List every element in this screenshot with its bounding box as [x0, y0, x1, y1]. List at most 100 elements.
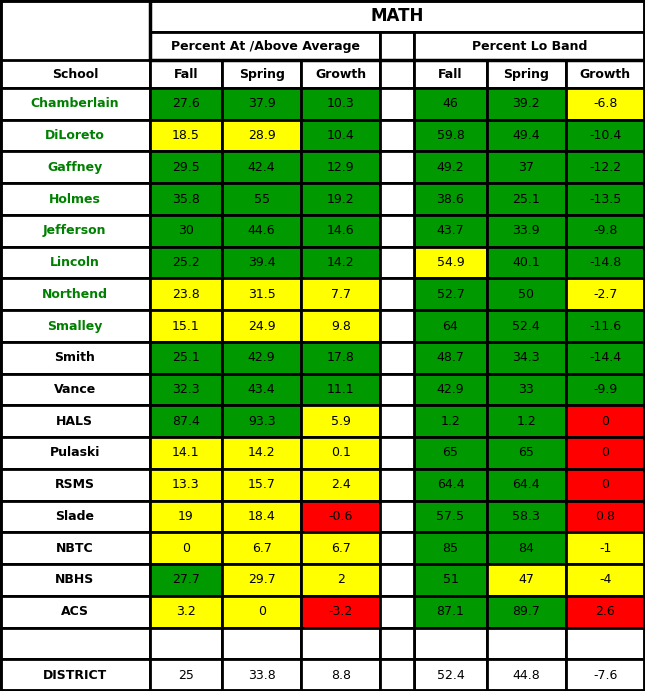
- Text: 51: 51: [442, 574, 459, 587]
- Text: 57.5: 57.5: [437, 510, 464, 523]
- Bar: [150, 32, 381, 60]
- Bar: [414, 215, 486, 247]
- Bar: [0, 310, 150, 342]
- Bar: [381, 564, 414, 596]
- Bar: [0, 596, 150, 627]
- Text: RSMS: RSMS: [55, 478, 95, 491]
- Bar: [414, 278, 486, 310]
- Text: 6.7: 6.7: [252, 542, 272, 555]
- Bar: [486, 627, 566, 659]
- Bar: [566, 596, 645, 627]
- Bar: [486, 564, 566, 596]
- Bar: [486, 88, 566, 120]
- Text: 35.8: 35.8: [172, 193, 200, 206]
- Text: 1.2: 1.2: [517, 415, 536, 428]
- Bar: [566, 468, 645, 500]
- Bar: [301, 659, 381, 691]
- Bar: [150, 437, 222, 468]
- Bar: [0, 342, 150, 374]
- Bar: [0, 88, 150, 120]
- Text: 42.9: 42.9: [248, 351, 275, 364]
- Bar: [150, 215, 222, 247]
- Text: -6.8: -6.8: [593, 97, 618, 111]
- Bar: [150, 532, 222, 564]
- Bar: [566, 532, 645, 564]
- Bar: [150, 342, 222, 374]
- Text: ACS: ACS: [61, 605, 89, 618]
- Text: 43.4: 43.4: [248, 383, 275, 396]
- Text: School: School: [52, 68, 98, 80]
- Text: 46: 46: [442, 97, 459, 111]
- Bar: [381, 310, 414, 342]
- Text: 52.4: 52.4: [512, 319, 540, 332]
- Text: 33: 33: [519, 383, 534, 396]
- Text: Chamberlain: Chamberlain: [30, 97, 119, 111]
- Text: 37: 37: [519, 161, 534, 174]
- Text: -2.7: -2.7: [593, 287, 618, 301]
- Bar: [414, 468, 486, 500]
- Bar: [150, 374, 222, 406]
- Bar: [150, 564, 222, 596]
- Text: 38.6: 38.6: [437, 193, 464, 206]
- Text: 15.1: 15.1: [172, 319, 200, 332]
- Text: 14.1: 14.1: [172, 446, 200, 460]
- Text: 18.5: 18.5: [172, 129, 200, 142]
- Bar: [0, 406, 150, 437]
- Bar: [566, 310, 645, 342]
- Bar: [486, 342, 566, 374]
- Text: 14.6: 14.6: [327, 225, 355, 237]
- Text: Percent At /Above Average: Percent At /Above Average: [170, 39, 359, 53]
- Bar: [414, 310, 486, 342]
- Text: Fall: Fall: [438, 68, 462, 80]
- Text: 54.9: 54.9: [437, 256, 464, 269]
- Text: 11.1: 11.1: [327, 383, 355, 396]
- Bar: [222, 60, 301, 88]
- Bar: [222, 88, 301, 120]
- Bar: [414, 627, 486, 659]
- Bar: [222, 120, 301, 151]
- Text: Jefferson: Jefferson: [43, 225, 106, 237]
- Text: Pulaski: Pulaski: [50, 446, 100, 460]
- Text: 24.9: 24.9: [248, 319, 275, 332]
- Text: 13.3: 13.3: [172, 478, 200, 491]
- Text: 47: 47: [519, 574, 534, 587]
- Text: Gaffney: Gaffney: [47, 161, 103, 174]
- Bar: [414, 500, 486, 532]
- Text: 10.4: 10.4: [327, 129, 355, 142]
- Bar: [566, 247, 645, 278]
- Bar: [381, 278, 414, 310]
- Bar: [381, 374, 414, 406]
- Bar: [486, 120, 566, 151]
- Text: 87.4: 87.4: [172, 415, 200, 428]
- Text: HALS: HALS: [56, 415, 94, 428]
- Text: Spring: Spring: [239, 68, 284, 80]
- Bar: [150, 88, 222, 120]
- Bar: [414, 60, 486, 88]
- Text: 14.2: 14.2: [327, 256, 355, 269]
- Bar: [414, 596, 486, 627]
- Text: 19: 19: [178, 510, 194, 523]
- Bar: [566, 60, 645, 88]
- Bar: [301, 88, 381, 120]
- Text: 2.4: 2.4: [331, 478, 351, 491]
- Bar: [381, 627, 414, 659]
- Text: -13.5: -13.5: [590, 193, 622, 206]
- Bar: [222, 310, 301, 342]
- Bar: [0, 437, 150, 468]
- Text: 58.3: 58.3: [512, 510, 540, 523]
- Bar: [566, 120, 645, 151]
- Text: 64.4: 64.4: [437, 478, 464, 491]
- Text: -0.6: -0.6: [329, 510, 353, 523]
- Text: 28.9: 28.9: [248, 129, 275, 142]
- Text: 0.8: 0.8: [595, 510, 615, 523]
- Text: Vance: Vance: [54, 383, 96, 396]
- Text: Spring: Spring: [503, 68, 549, 80]
- Bar: [486, 659, 566, 691]
- Bar: [414, 532, 486, 564]
- Text: 19.2: 19.2: [327, 193, 355, 206]
- Bar: [381, 437, 414, 468]
- Text: 25.1: 25.1: [172, 351, 200, 364]
- Text: 33.8: 33.8: [248, 669, 275, 681]
- Bar: [222, 532, 301, 564]
- Bar: [381, 532, 414, 564]
